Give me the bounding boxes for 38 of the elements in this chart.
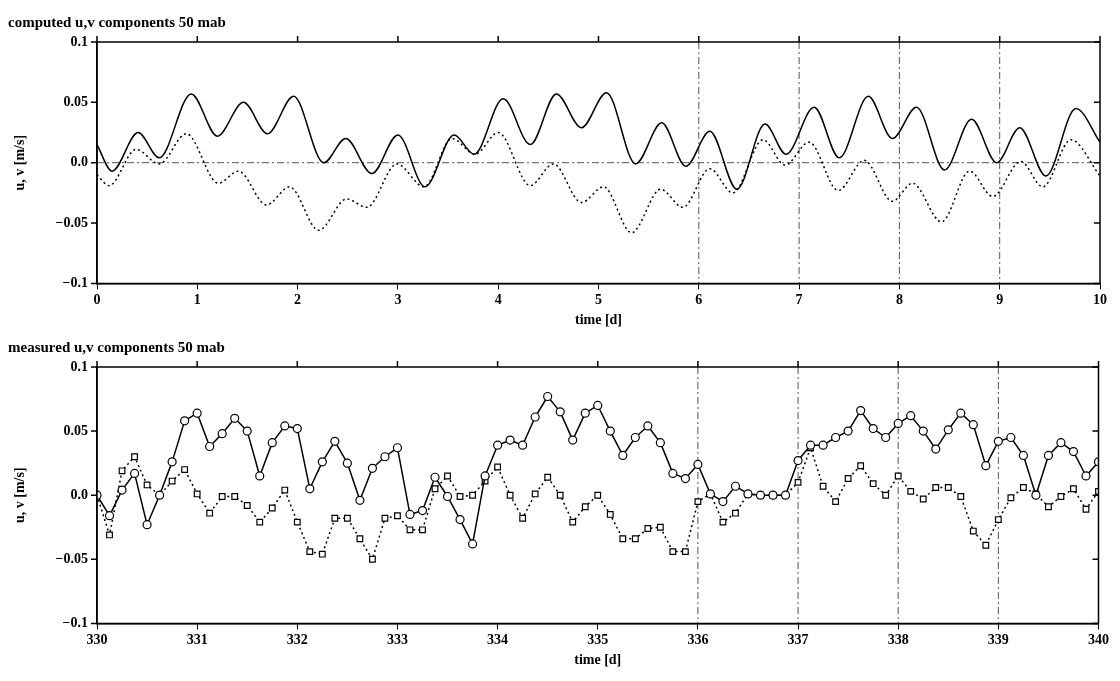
x-tick-label: 8 [895,292,903,308]
x-tick-label: 339 [987,632,1009,648]
x-tick-label: 6 [695,292,703,308]
y-axis-title: u, v [m/s] [12,467,28,524]
x-tick-label: 1 [193,292,201,308]
x-tick-label: 0 [93,292,101,308]
x-tick-label: 333 [386,632,408,648]
x-tick-label: 340 [1088,632,1109,648]
y-tick-label: −0.1 [62,275,88,291]
x-tick-label: 4 [494,292,502,308]
x-tick-label: 10 [1093,292,1107,308]
x-tick-label: 337 [787,632,809,648]
y-tick-label: 0.0 [70,154,88,170]
x-tick-label: 334 [487,632,509,648]
x-tick-label: 335 [587,632,609,648]
chart-title: computed u,v components 50 mab [8,13,226,30]
y-tick-label: −0.05 [55,214,88,230]
y-tick-label: 0.05 [63,422,88,438]
x-tick-label: 332 [286,632,308,648]
x-axis-title: time [d] [574,652,622,668]
x-tick-label: 330 [86,632,108,648]
x-tick-label: 336 [687,632,709,648]
x-tick-label: 2 [294,292,302,308]
x-tick-label: 9 [996,292,1004,308]
x-axis-title: time [d] [574,312,623,328]
x-tick-label: 3 [394,292,402,308]
y-tick-label: 0.1 [70,33,88,49]
x-tick-label: 7 [795,292,803,308]
y-tick-label: 0.1 [70,358,88,374]
chart-title: measured u,v components 50 mab [8,338,225,355]
x-tick-label: 338 [887,632,909,648]
y-tick-label: 0.0 [70,486,88,502]
y-tick-label: −0.05 [55,550,88,566]
y-tick-label: 0.05 [63,93,88,109]
y-axis-title: u, v [m/s] [12,134,28,191]
y-tick-label: −0.1 [62,615,88,631]
x-tick-label: 5 [595,292,602,308]
x-tick-label: 331 [186,632,208,648]
